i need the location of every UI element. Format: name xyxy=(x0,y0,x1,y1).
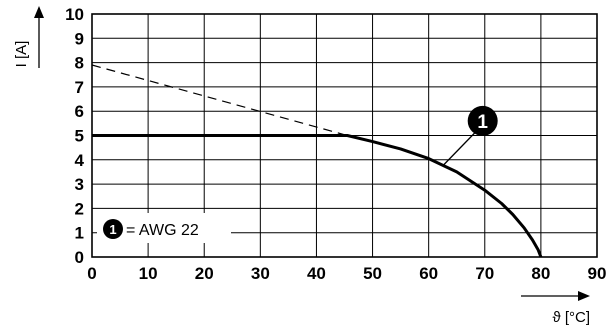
x-tick-labels: 0 10 20 30 40 50 60 70 80 90 xyxy=(87,264,606,283)
callout-marker-number: 1 xyxy=(477,112,488,133)
y-axis-label-group: I [A] xyxy=(13,6,44,68)
y-tick-label: 7 xyxy=(75,78,84,97)
y-tick-label: 2 xyxy=(75,199,84,218)
x-tick-label: 30 xyxy=(251,264,270,283)
y-axis-arrow-head xyxy=(34,6,44,18)
series-line-solid xyxy=(92,134,543,258)
x-tick-label: 50 xyxy=(363,264,382,283)
callout-marker xyxy=(467,105,498,136)
y-tick-label: 0 xyxy=(75,248,84,267)
y-tick-label: 6 xyxy=(75,102,84,121)
callout-leader-line xyxy=(442,130,478,167)
x-tick-label: 80 xyxy=(531,264,550,283)
y-tick-label: 3 xyxy=(75,175,84,194)
x-tick-label: 90 xyxy=(588,264,607,283)
legend-marker xyxy=(103,219,123,239)
x-axis-label-group: ϑ [°C] xyxy=(521,291,590,326)
y-axis-label: I [A] xyxy=(13,41,30,68)
y-tick-label: 10 xyxy=(65,5,84,24)
legend-text: = AWG 22 xyxy=(126,222,199,239)
plot-frame xyxy=(91,13,598,258)
curve-callout: 1 xyxy=(442,105,498,167)
x-tick-label: 70 xyxy=(475,264,494,283)
legend: 1 = AWG 22 xyxy=(97,213,231,243)
legend-marker-number: 1 xyxy=(109,222,116,237)
y-tick-label: 1 xyxy=(75,224,84,243)
x-tick-label: 60 xyxy=(419,264,438,283)
y-tick-label: 4 xyxy=(75,151,85,170)
y-tick-label: 9 xyxy=(75,29,84,48)
y-tick-label: 5 xyxy=(75,127,84,146)
x-tick-label: 0 xyxy=(87,264,96,283)
x-axis-label: ϑ [°C] xyxy=(552,309,590,326)
y-tick-label: 8 xyxy=(75,54,84,73)
x-tick-label: 20 xyxy=(195,264,214,283)
x-tick-label: 10 xyxy=(139,264,158,283)
series-layer xyxy=(91,64,543,258)
x-tick-label: 40 xyxy=(307,264,326,283)
x-axis-arrow-head xyxy=(578,291,590,301)
y-tick-labels: 0 1 2 3 4 5 6 7 8 9 10 xyxy=(65,5,84,267)
